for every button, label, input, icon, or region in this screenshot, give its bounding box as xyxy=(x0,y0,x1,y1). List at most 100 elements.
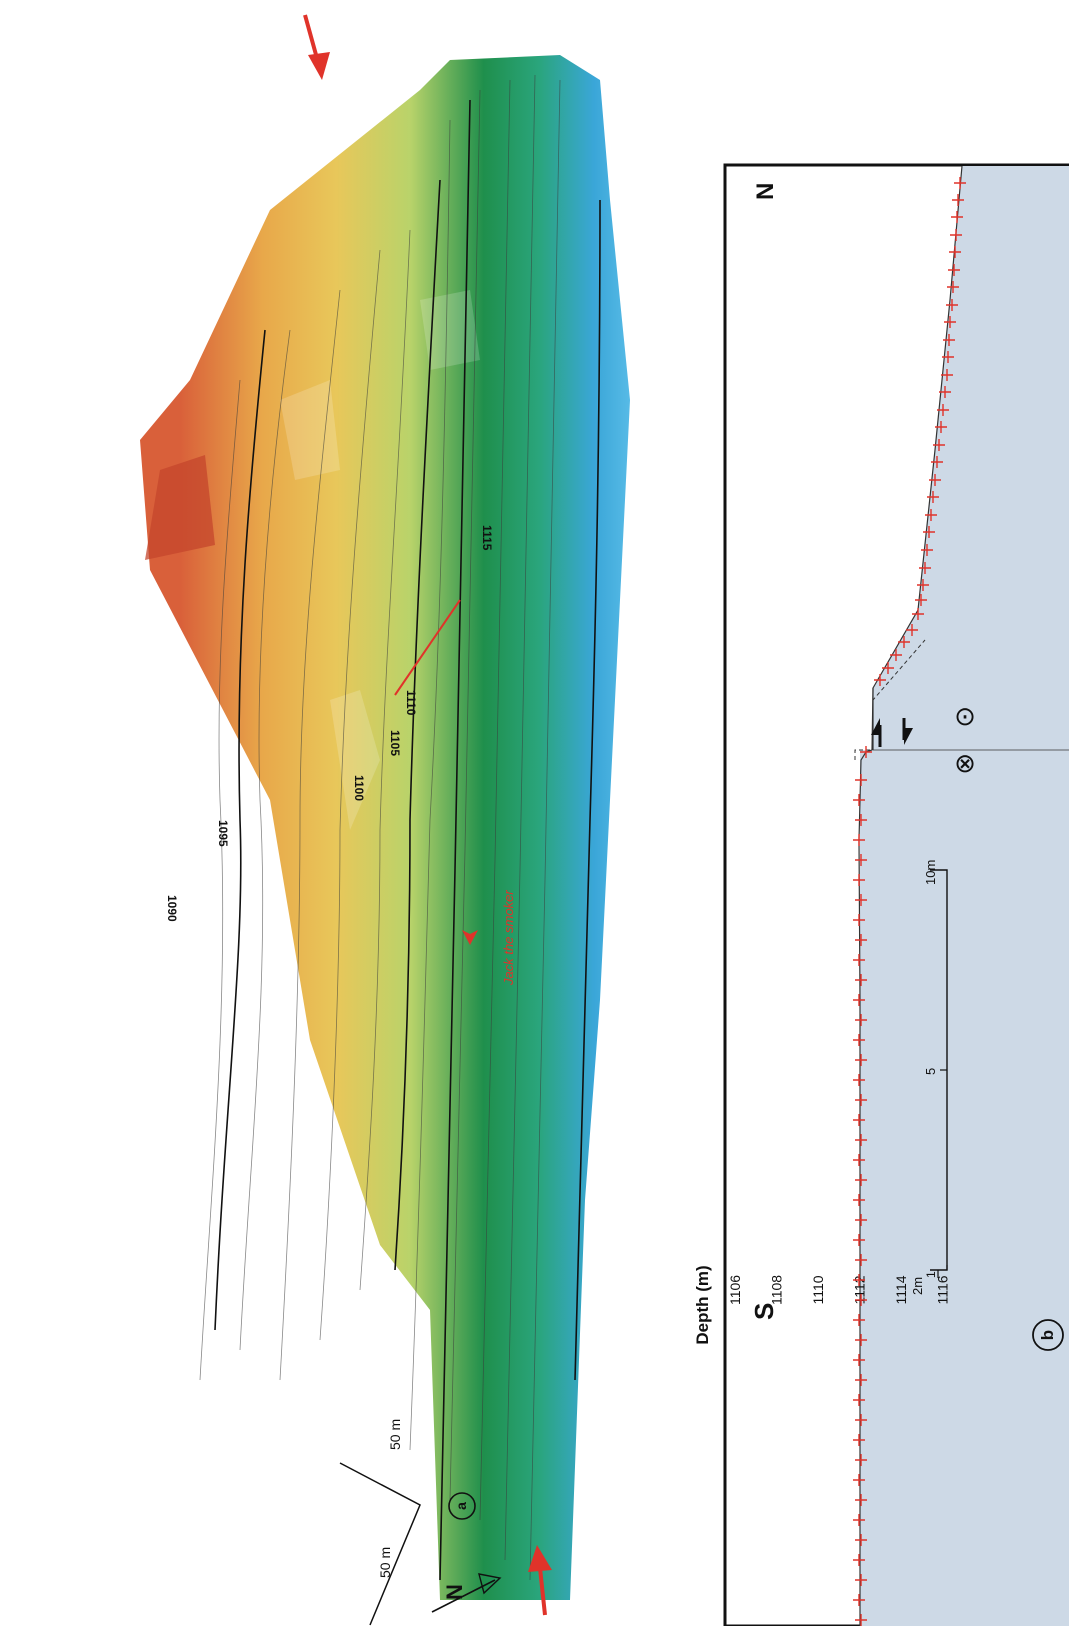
measurement-marker xyxy=(855,1254,867,1266)
measurement-marker xyxy=(853,994,865,1006)
measurement-marker xyxy=(890,649,902,661)
measurement-marker xyxy=(931,456,943,468)
depth-tick-label: 1116 xyxy=(935,1275,951,1304)
map-scale-bar: 50 m 50 m xyxy=(339,1419,421,1626)
measurement-marker xyxy=(855,1134,867,1146)
measurement-marker xyxy=(855,1174,867,1186)
contour-label: 1105 xyxy=(388,730,402,756)
contour-label: 1090 xyxy=(165,895,179,922)
measurement-marker xyxy=(853,1394,865,1406)
measurement-marker xyxy=(949,246,961,258)
measurement-marker xyxy=(853,1554,865,1566)
measurement-marker xyxy=(853,914,865,926)
scale-bar-label: 50 m xyxy=(377,1547,393,1578)
panel-label-b: b xyxy=(1032,1319,1064,1351)
measurement-marker xyxy=(855,814,867,826)
measurement-marker xyxy=(943,334,955,346)
measurement-markers xyxy=(853,177,966,1626)
measurement-marker xyxy=(855,854,867,866)
measurement-marker xyxy=(855,1414,867,1426)
measurement-marker xyxy=(951,211,963,223)
scale-label: 10m xyxy=(923,860,938,885)
measurement-marker xyxy=(906,624,918,636)
measurement-marker xyxy=(915,594,927,606)
measurement-marker xyxy=(929,474,941,486)
measurement-marker xyxy=(874,674,886,686)
measurement-marker xyxy=(855,974,867,986)
red-arrow-top xyxy=(303,14,330,80)
measurement-marker xyxy=(853,794,865,806)
measurement-marker xyxy=(853,1234,865,1246)
measurement-marker xyxy=(921,544,933,556)
measurement-marker xyxy=(853,1314,865,1326)
profile-line xyxy=(394,599,461,696)
measurement-marker xyxy=(917,579,929,591)
depth-tick-label: 1112 xyxy=(852,1275,868,1304)
north-label-profile: N xyxy=(752,183,779,200)
profile-fill xyxy=(860,166,1069,1626)
measurement-marker xyxy=(855,1014,867,1026)
measurement-marker xyxy=(927,491,939,503)
measurement-marker xyxy=(947,281,959,293)
bathymetry-shading xyxy=(280,290,480,830)
measurement-marker xyxy=(855,1094,867,1106)
depth-tick-label: 1114 xyxy=(893,1275,909,1304)
north-arrow: N xyxy=(431,1573,502,1613)
measurement-marker xyxy=(853,1114,865,1126)
measurement-marker xyxy=(855,1454,867,1466)
measurement-marker xyxy=(853,834,865,846)
panel-letter: a xyxy=(453,1502,469,1510)
red-arrow-bottom xyxy=(528,1545,552,1616)
measurement-marker xyxy=(933,439,945,451)
measurement-marker xyxy=(853,1434,865,1446)
measurement-marker xyxy=(855,934,867,946)
measurement-marker xyxy=(853,1274,865,1286)
measurement-marker xyxy=(853,1354,865,1366)
profile-scale-bar: 2m 1 5 10m xyxy=(910,860,948,1295)
measurement-marker xyxy=(853,1514,865,1526)
shear-arrows xyxy=(871,718,913,747)
south-label: S xyxy=(749,1303,779,1320)
measurement-marker xyxy=(855,1614,867,1626)
measurement-marker xyxy=(855,1494,867,1506)
measurement-marker xyxy=(855,774,867,786)
contour-label: 1100 xyxy=(352,775,366,801)
measurement-marker xyxy=(952,194,964,206)
shallow-top xyxy=(145,455,215,560)
bathymetry-map-panel: 1090 1095 1100 1105 1110 1115 Jack the s… xyxy=(140,14,630,1626)
contour-label: 1110 xyxy=(404,690,418,716)
depth-tick-label: 1108 xyxy=(769,1275,785,1305)
measurement-marker xyxy=(855,1334,867,1346)
measurement-marker xyxy=(853,1074,865,1086)
measurement-marker xyxy=(935,421,947,433)
scale-label: 5 xyxy=(923,1068,938,1075)
measurement-marker xyxy=(853,954,865,966)
measurement-marker xyxy=(898,636,910,648)
measurement-marker xyxy=(853,1474,865,1486)
depth-tick-label: 1106 xyxy=(727,1275,743,1305)
measurement-marker xyxy=(855,1294,867,1306)
depth-profile-panel: Depth (m) ⊗ ⊙ S N b xyxy=(693,163,1069,1626)
measurement-marker xyxy=(954,177,966,189)
out-of-page-symbol: ⊙ xyxy=(954,701,976,731)
contour-label-group: 1090 1095 1100 1105 1110 1115 xyxy=(165,525,494,922)
north-label: N xyxy=(442,1584,467,1600)
measurement-marker xyxy=(855,1374,867,1386)
measurement-marker xyxy=(860,746,872,758)
measurement-marker xyxy=(853,1594,865,1606)
measurement-marker xyxy=(853,1194,865,1206)
depth-axis: 1106 1108 1110 1112 1114 1116 xyxy=(727,1275,951,1305)
measurement-marker xyxy=(923,526,935,538)
measurement-marker xyxy=(948,264,960,276)
measurement-marker xyxy=(855,894,867,906)
scale-label: 2m xyxy=(910,1277,925,1295)
measurement-marker xyxy=(855,1534,867,1546)
measurement-marker xyxy=(853,1034,865,1046)
scale-label: 1 xyxy=(924,1271,938,1278)
measurement-marker xyxy=(855,1054,867,1066)
measurement-marker xyxy=(919,562,931,574)
measurement-marker xyxy=(942,351,954,363)
panel-letter: b xyxy=(1038,1330,1057,1340)
measurement-marker xyxy=(925,509,937,521)
measurement-marker xyxy=(937,404,949,416)
